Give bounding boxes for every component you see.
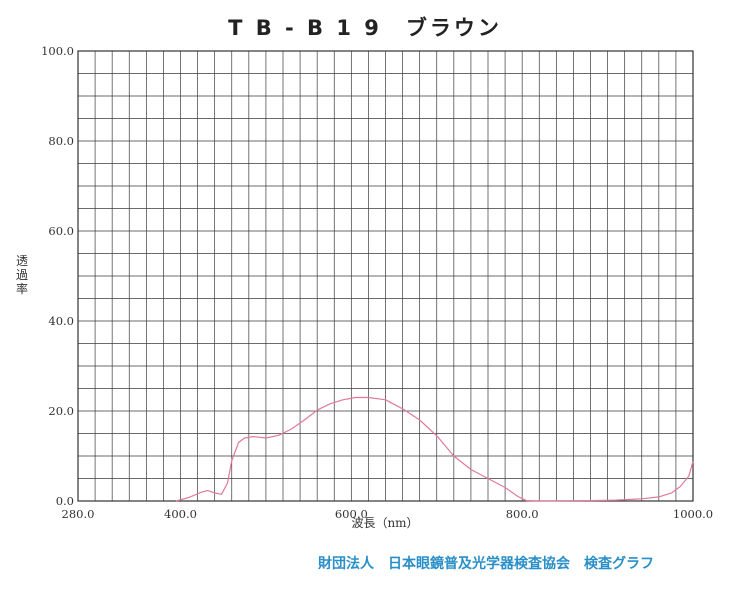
- x-tick-label: 800.0: [506, 507, 539, 521]
- chart-title: T B - B 1 9 ブラウン: [228, 16, 502, 40]
- grid-lines: [77, 50, 694, 502]
- y-tick-label: 100.0: [41, 44, 74, 58]
- axis-ticks: 280.0 400.0 600.0 800.0 1000.0 0.0 20.0 40.0 60.…: [41, 44, 713, 521]
- data-series: [176, 396, 694, 502]
- transmittance-line: [176, 396, 694, 502]
- x-tick-label: 1000.0: [673, 507, 713, 521]
- y-axis-label: 透過率: [16, 254, 28, 296]
- y-tick-label: 60.0: [48, 224, 74, 238]
- x-axis-label: 波長（nm）: [351, 516, 418, 530]
- x-tick-label: 400.0: [164, 507, 197, 521]
- x-tick-label: 600.0: [335, 507, 368, 521]
- y-tick-label: 20.0: [48, 404, 74, 418]
- y-tick-label: 40.0: [48, 314, 74, 328]
- x-tick-label: 280.0: [62, 507, 95, 521]
- y-tick-label: 0.0: [56, 494, 74, 508]
- y-tick-label: 80.0: [48, 134, 74, 148]
- footer-caption: 財団法人 日本眼鏡普及光学器検査協会 検査グラフ: [318, 556, 654, 572]
- plot-border: [77, 50, 694, 502]
